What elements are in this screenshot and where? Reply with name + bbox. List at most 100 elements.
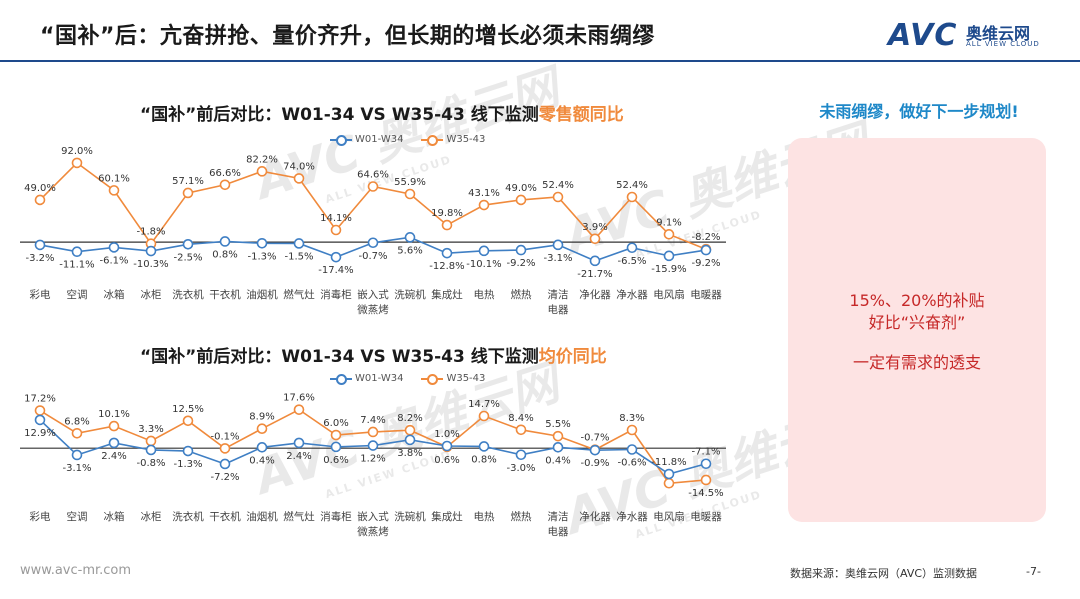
category-label: 微蒸烤 (357, 303, 389, 316)
data-point (367, 181, 379, 192)
category-label: 洗衣机 (172, 288, 204, 301)
data-point (515, 194, 527, 206)
data-label: 52.4% (616, 180, 648, 191)
data-point (108, 420, 120, 432)
data-point (478, 199, 490, 211)
data-label: -10.1% (466, 259, 501, 270)
category-label: 电热 (474, 288, 495, 301)
data-label: 17.6% (283, 393, 315, 404)
category-label: 电器 (548, 303, 569, 316)
category-label: 冰柜 (141, 288, 162, 301)
data-point (182, 239, 194, 250)
page-number: -7- (1026, 565, 1041, 578)
data-label: 5.6% (397, 245, 422, 256)
data-label: 49.0% (24, 183, 56, 194)
right-panel-heading: 未雨绸缪，做好下一步规划! (819, 102, 1019, 121)
category-label: 嵌入式 (357, 288, 389, 301)
data-label: 60.1% (98, 173, 130, 184)
category-label: 空调 (67, 510, 88, 523)
data-label: 1.0% (434, 429, 459, 440)
data-label: 8.4% (508, 413, 533, 424)
data-point (293, 238, 305, 249)
data-point (182, 445, 194, 457)
data-point (589, 233, 601, 245)
data-label: 64.6% (357, 169, 389, 180)
category-label: 燃气灶 (283, 288, 315, 301)
data-point (182, 415, 194, 427)
data-label: 14.7% (468, 399, 500, 410)
data-point (219, 443, 231, 454)
data-label: -1.8% (136, 227, 165, 238)
category-label: 电风扇 (653, 288, 685, 301)
category-label: 净水器 (616, 510, 648, 523)
data-point (330, 224, 342, 236)
logo-mark: AVC (888, 18, 958, 53)
data-point (589, 255, 601, 267)
category-label: 净化器 (579, 510, 611, 523)
data-label: 6.8% (64, 416, 89, 427)
data-label: -0.8% (136, 458, 165, 469)
data-label: 49.0% (505, 183, 537, 194)
data-label: -0.1% (210, 431, 239, 442)
data-point (404, 188, 416, 200)
category-label: 油烟机 (246, 288, 278, 301)
data-point (367, 440, 379, 451)
data-point (256, 237, 268, 249)
insight-line-2: 好比“兴奋剂” (868, 313, 966, 332)
insight-line-1: 15%、20%的补贴 (849, 291, 985, 310)
category-label: 燃气灶 (283, 510, 315, 523)
data-label: -12.8% (429, 261, 464, 272)
insight-line-3: 一定有需求的透支 (852, 353, 981, 372)
data-label: 9.1% (656, 217, 681, 228)
data-label: 14.1% (320, 213, 352, 224)
data-point (626, 424, 638, 436)
chart1-title: “国补”前后对比：W01-34 VS W35-43 线下监测零售额同比 (140, 105, 624, 125)
data-label: -11.1% (59, 260, 94, 271)
data-label: -9.2% (691, 258, 720, 269)
avc-logo: AVC 奥维云网 ALL VIEW CLOUD (888, 18, 1058, 53)
data-label: 55.9% (394, 177, 426, 188)
category-label: 冰柜 (141, 510, 162, 523)
data-point (626, 242, 638, 254)
data-point (478, 245, 490, 257)
footer-source: 数据来源：奥维云网（AVC）监测数据 (790, 567, 978, 580)
data-label: 19.8% (431, 208, 463, 219)
data-point (441, 440, 453, 452)
data-point (478, 410, 490, 422)
data-point (71, 246, 83, 258)
retail-yoy-chart: -3.2% -11.1% -6.1% -10.3% -2.5% 0.8% -1.3% -1.5… (20, 146, 726, 316)
data-point (367, 426, 379, 438)
category-label: 彩电 (30, 288, 51, 301)
category-label: 消毒柜 (320, 288, 352, 301)
data-point (441, 219, 453, 231)
data-label: 5.5% (545, 419, 570, 430)
data-point (663, 250, 675, 262)
category-label: 燃热 (511, 510, 532, 523)
data-label: -14.5% (688, 488, 723, 499)
category-label: 冰箱 (104, 510, 125, 523)
data-point (71, 427, 83, 439)
category-label: 集成灶 (431, 510, 463, 523)
data-point (700, 474, 712, 486)
category-label: 清洁 (548, 288, 569, 301)
category-label: 净化器 (579, 288, 611, 301)
data-point (256, 166, 268, 177)
data-label: 10.1% (98, 409, 130, 420)
data-point (34, 239, 46, 251)
data-label: 2.4% (286, 451, 311, 462)
data-label: -1.5% (284, 251, 313, 262)
data-point (367, 237, 379, 249)
data-point (108, 437, 120, 449)
data-point (552, 191, 564, 203)
data-label: 0.6% (434, 455, 459, 466)
slide-title: “国补”后：亢奋拼抢、量价齐升，但长期的增长必须未雨绸缪 (40, 24, 655, 49)
data-label: 3.3% (138, 424, 163, 435)
data-label: 52.4% (542, 180, 574, 191)
insight-box: 15%、20%的补贴 好比“兴奋剂” 一定有需求的透支 (788, 138, 1046, 522)
category-label: 燃热 (511, 288, 532, 301)
data-label: -2.5% (173, 252, 202, 263)
data-label: 8.2% (397, 413, 422, 424)
data-point (145, 444, 157, 456)
data-label: 8.3% (619, 413, 644, 424)
data-label: 12.5% (172, 404, 204, 415)
